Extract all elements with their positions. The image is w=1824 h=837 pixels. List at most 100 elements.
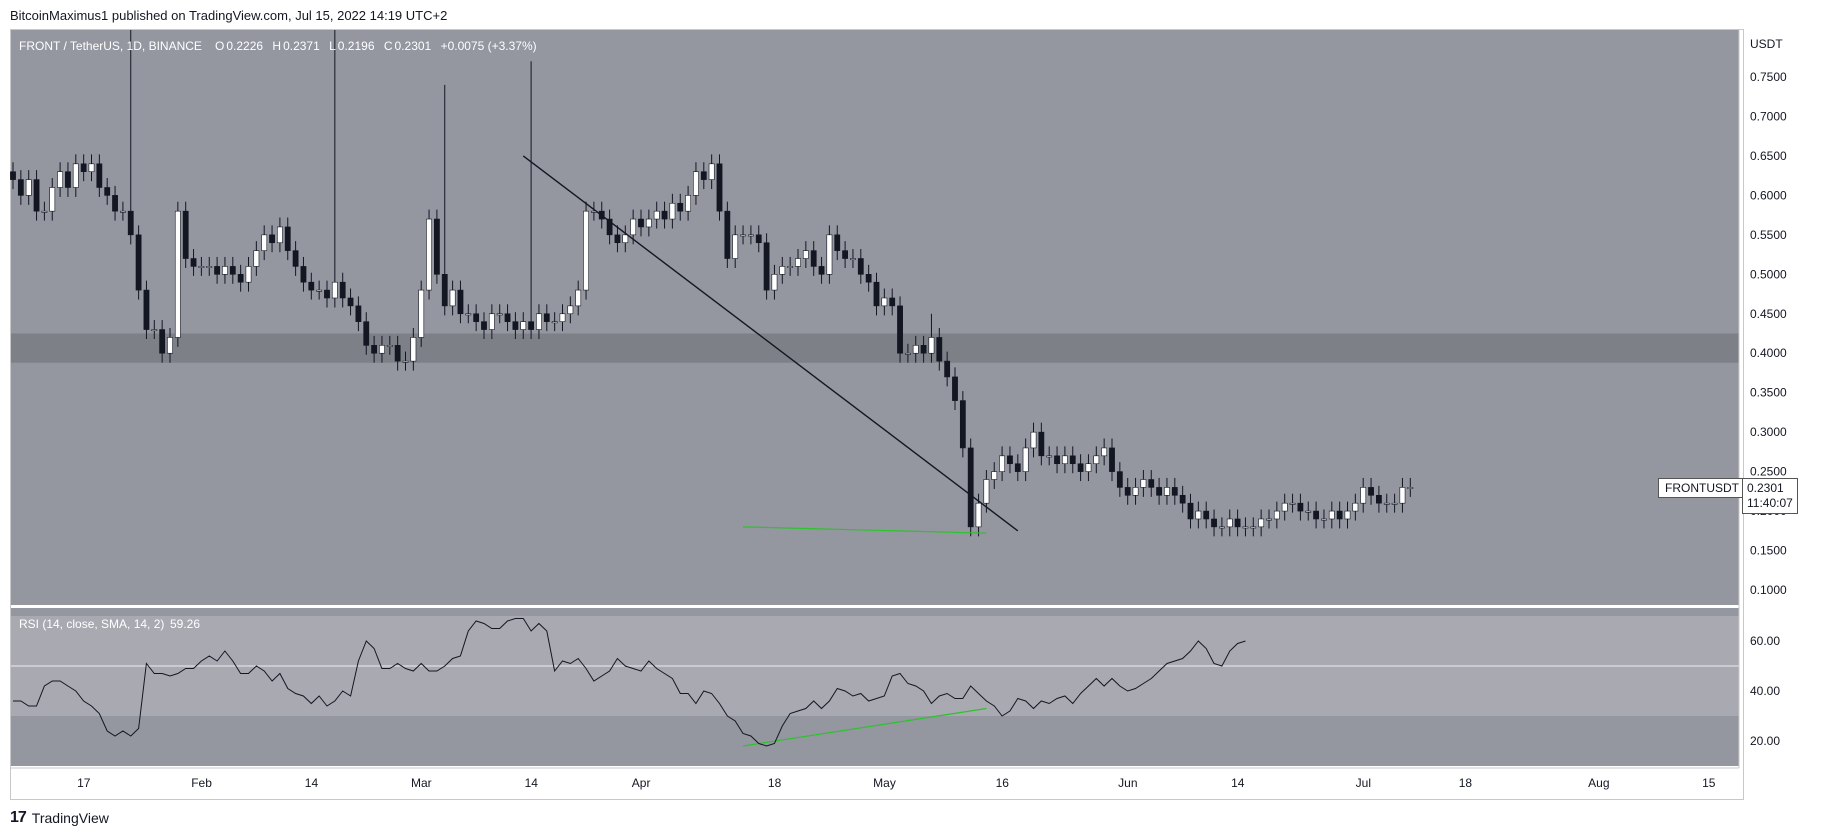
candle-up: [983, 479, 990, 504]
candle-up: [1328, 510, 1335, 520]
candle-down: [967, 447, 974, 528]
candle-up: [496, 313, 503, 316]
candle-down: [284, 226, 291, 251]
candle-down: [143, 289, 150, 330]
candle-down: [1368, 487, 1374, 496]
price-tick-label: 0.7500: [1750, 70, 1787, 84]
candle-down: [842, 250, 848, 259]
candle-up: [418, 289, 425, 338]
candle-down: [543, 313, 550, 322]
candle-up: [1132, 487, 1139, 496]
candle-up: [975, 502, 982, 528]
candle-down: [1234, 518, 1241, 528]
candle-up: [881, 297, 888, 307]
candle-up: [928, 337, 935, 354]
candle-up: [1344, 510, 1351, 520]
candle-up: [795, 258, 801, 267]
candle-up: [1391, 502, 1398, 505]
candle-up: [261, 234, 268, 251]
candle-down: [936, 337, 943, 362]
candle-down: [33, 179, 40, 212]
candle-down: [512, 321, 519, 330]
price-pane-bg: [11, 30, 1739, 605]
rsi-layer: [13, 618, 1246, 747]
candle-down: [1116, 471, 1123, 488]
price-tick-label: 0.1000: [1750, 583, 1787, 597]
candle-down: [1171, 487, 1178, 496]
candle-up: [645, 218, 652, 228]
candle-up: [904, 352, 911, 355]
candle-up: [465, 313, 472, 316]
candle-down: [724, 210, 731, 259]
time-tick-label: 17: [77, 776, 91, 790]
legend-symbol: FRONT / TetherUS, 1D, BINANCE: [19, 39, 202, 53]
legend-h-label: H: [272, 39, 281, 53]
candle-up: [787, 266, 794, 268]
price-axis-unit: USDT: [1750, 37, 1783, 51]
candle-down: [1007, 455, 1013, 465]
candle-up: [669, 202, 676, 220]
candle-down: [433, 218, 440, 275]
price-tick-label: 0.1500: [1750, 544, 1787, 558]
time-tick-label: Feb: [191, 776, 212, 790]
price-tick-label: 0.7000: [1750, 109, 1787, 123]
time-tick-label: Aug: [1588, 776, 1609, 790]
current-price-value: 0.2301: [1747, 481, 1784, 495]
candle-down: [810, 250, 817, 267]
candle-up: [1140, 479, 1147, 488]
candle-down: [834, 234, 841, 251]
candle-down: [80, 163, 87, 173]
candle-up: [912, 345, 919, 354]
candle-down: [920, 345, 927, 354]
candle-down: [269, 234, 275, 244]
candle-up: [1266, 518, 1272, 521]
candle-up: [622, 234, 629, 244]
candle-up: [1407, 487, 1414, 489]
candle-down: [441, 274, 448, 307]
candle-down: [1077, 463, 1084, 472]
candle-up: [747, 234, 754, 237]
candle-up: [276, 226, 283, 244]
candle-down: [1124, 487, 1131, 496]
candle-up: [174, 210, 181, 338]
rsi-tick-label: 40.00: [1750, 684, 1780, 698]
candle-up: [551, 321, 558, 324]
overlays-layer: [522, 155, 1019, 747]
candle-up: [1195, 510, 1202, 520]
rsi-legend-value: 59.26: [170, 617, 200, 631]
candle-up: [402, 360, 409, 363]
candle-down: [1313, 510, 1319, 520]
candle-down: [112, 195, 118, 212]
tradingview-logo-icon: 17: [10, 809, 27, 826]
candle-down: [292, 250, 299, 267]
time-tick-label: 14: [1231, 776, 1245, 790]
time-tick-label: May: [873, 776, 896, 790]
candle-up: [49, 187, 56, 212]
candle-up: [379, 345, 385, 354]
legend-ohlc: O 0.2226 H 0.2371 L 0.2196 C 0.2301 +0.0075 …: [215, 39, 537, 53]
candle-up: [1360, 487, 1367, 504]
candle-up: [1093, 455, 1100, 465]
candle-down: [1203, 510, 1210, 520]
legend-l-label: L: [329, 39, 336, 53]
price-tick-label: 0.6000: [1750, 188, 1787, 202]
candle-down: [127, 210, 134, 236]
candle-down: [865, 274, 872, 283]
candle-down: [889, 297, 896, 307]
rsi-tick-label: 20.00: [1750, 734, 1780, 748]
candle-up: [583, 210, 589, 291]
time-tick-label: 18: [768, 776, 782, 790]
candle-down: [104, 187, 111, 196]
candle-up: [316, 289, 323, 292]
candle-up: [253, 250, 260, 267]
candle-up: [222, 266, 228, 275]
legend-o-label: O: [215, 39, 224, 53]
candle-down: [818, 266, 825, 275]
candle-up: [41, 210, 48, 213]
candle-down: [347, 297, 354, 307]
candle-down: [1211, 518, 1217, 528]
candle-up: [1273, 510, 1280, 520]
price-tick-label: 0.6500: [1750, 149, 1787, 163]
price-tick-label: 0.4500: [1750, 307, 1787, 321]
